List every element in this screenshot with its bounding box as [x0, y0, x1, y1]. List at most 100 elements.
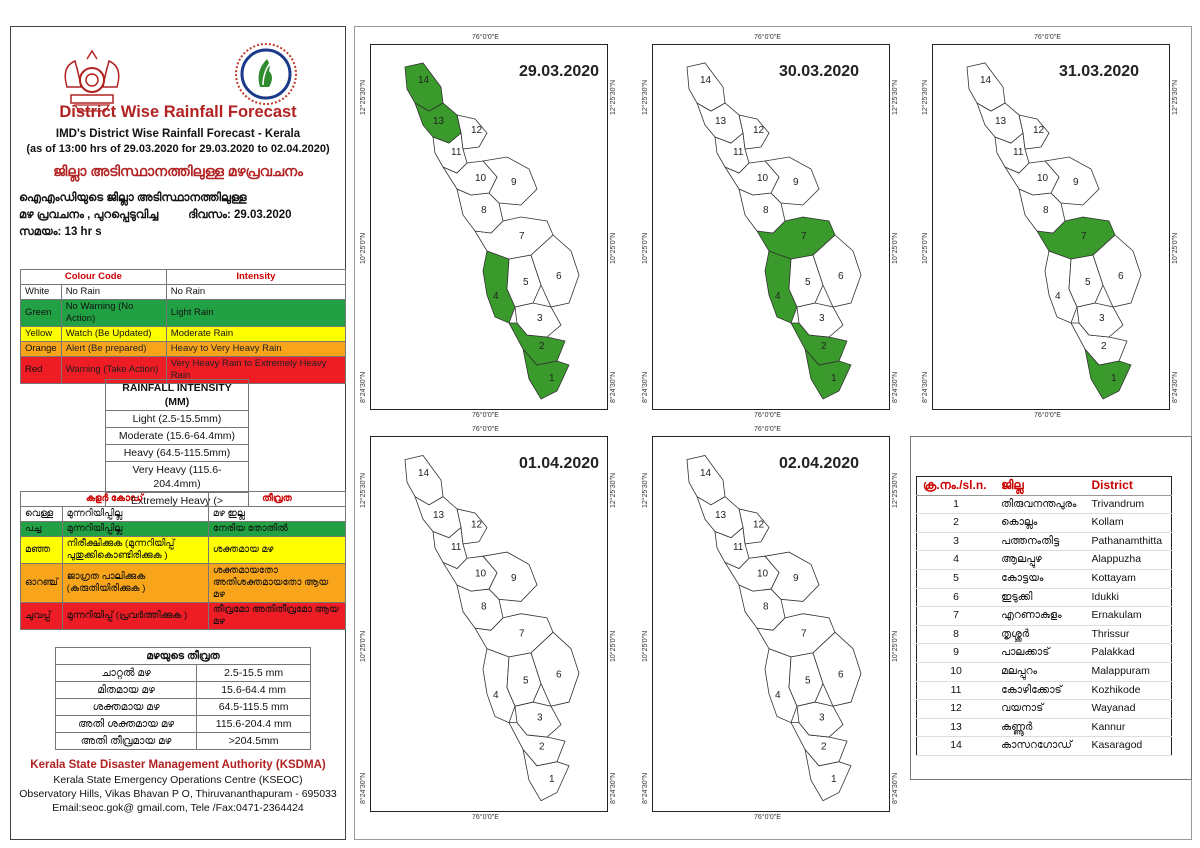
latitude-label: 12°25'30"N	[892, 473, 899, 509]
forecast-validity: (as of 13:00 hrs of 29.03.2020 for 29.03…	[26, 143, 330, 155]
district-name-en: Kozhikode	[1085, 681, 1172, 701]
latitude-label: 10°25'0"N	[360, 630, 367, 662]
rainfall-intensity-row: Moderate (15.6-64.4mm)	[105, 427, 249, 445]
kerala-emblem-logo	[64, 49, 120, 112]
district-name-en: Wayanad	[1085, 699, 1172, 719]
latitude-label: 10°25'0"N	[642, 233, 649, 265]
district-3-shape	[514, 701, 562, 738]
intensity-ml-row: അതി ശക്തമായ മഴ 115.6-204.4 mm	[54, 715, 311, 733]
intensity-ml-row: അതി തീവ്രമായ മഴ >204.5mm	[54, 732, 311, 750]
district-4-label: 4	[1055, 291, 1061, 302]
left-panel: District Wise Rainfall Forecast IMD's Di…	[10, 26, 347, 840]
district-sl: 10	[916, 662, 996, 682]
district-sl: 14	[916, 736, 996, 756]
district-name-ml: പത്തനംതിട്ട	[995, 532, 1086, 552]
longitude-label: 76°0'0"E	[472, 814, 499, 821]
district-1-label: 1	[549, 373, 555, 384]
district-6-shape	[530, 234, 580, 308]
district-table-header-sl: ക്ര.നം./sl.n.	[916, 476, 996, 496]
colour-code-ml-cell-code: മുന്നറിയിപ്പ് (പ്രവർത്തിക്കുക )	[61, 602, 209, 630]
district-table-header-en: District	[1085, 476, 1172, 496]
district-14-label: 14	[700, 468, 711, 479]
intensity-ml-row: ചാറ്റൽ മഴ 2.5-15.5 mm	[54, 664, 311, 682]
district-name-en: Trivandrum	[1085, 495, 1172, 515]
district-1-label: 1	[831, 373, 837, 384]
latitude-label: 10°25'0"N	[1172, 233, 1179, 265]
colour-code-ml-cell-code: മുന്നറിയിപ്പില്ല	[61, 506, 209, 522]
district-sl: 11	[916, 681, 996, 701]
district-7-label: 7	[519, 231, 525, 242]
colour-code-cell-intensity: No Rain	[165, 284, 347, 300]
district-name-ml: ആലപ്പുഴ	[995, 550, 1086, 570]
district-2-label: 2	[821, 741, 827, 752]
longitude-label: 76°0'0"E	[1034, 34, 1061, 41]
district-3-label: 3	[819, 313, 825, 324]
latitude-label: 8°24'30"N	[892, 772, 899, 804]
colour-code-ml-cell-colour: മഞ്ഞ	[20, 536, 63, 564]
district-8-label: 8	[1043, 205, 1049, 216]
district-2-label: 2	[821, 341, 827, 352]
district-6-shape	[812, 631, 862, 707]
colour-code-ml-row: ഓറഞ്ച് ജാഗ്രത പാലിക്കുക (കരുതിയിരിക്കുക )…	[20, 563, 347, 603]
rainfall-intensity-cell: Very Heavy (115.6-204.4mm)	[105, 461, 249, 493]
district-name-ml: കാസറഗോഡ്	[995, 736, 1086, 756]
district-5-label: 5	[523, 675, 529, 686]
rainfall-intensity-row: Light (2.5-15.5mm)	[105, 410, 249, 428]
colour-code-cell-code: Watch (Be Updated)	[60, 326, 167, 342]
district-2-label: 2	[1101, 341, 1107, 352]
district-name-ml: ഇടുക്കി	[995, 588, 1086, 608]
district-13-label: 13	[433, 510, 444, 521]
district-8-label: 8	[481, 205, 487, 216]
intensity-ml-row: ശക്തമായ മഴ 64.5-115.5 mm	[54, 698, 311, 716]
district-11-label: 11	[733, 147, 744, 158]
district-row: 2 കൊല്ലം Kollam	[916, 513, 1172, 533]
colour-code-row: Yellow Watch (Be Updated) Moderate Rain	[20, 326, 347, 342]
district-6-shape	[530, 631, 580, 707]
map-date: 30.03.2020	[779, 63, 860, 80]
footer-line-3: Email:seoc.gok@ gmail.com, Tele /Fax:047…	[52, 802, 304, 814]
latitude-label: 8°24'30"N	[610, 772, 617, 804]
latitude-label: 10°25'0"N	[892, 630, 899, 662]
page-title-malayalam: ജില്ലാ അടിസ്ഥാനത്തിലുള്ള മഴപ്രവചനം	[53, 163, 303, 179]
longitude-label: 76°0'0"E	[472, 34, 499, 41]
district-13-label: 13	[715, 116, 727, 127]
longitude-label: 76°0'0"E	[472, 412, 499, 419]
colour-code-ml-row: ചുവപ്പ് മുന്നറിയിപ്പ് (പ്രവർത്തിക്കുക ) തീ…	[20, 602, 347, 630]
colour-code-ml-cell-intensity: ശക്തമായ മഴ	[207, 536, 347, 564]
district-9-label: 9	[1073, 177, 1079, 188]
district-11-label: 11	[451, 542, 462, 553]
district-name-en: Ernakulam	[1085, 606, 1172, 626]
intensity-table-malayalam: മഴയുടെ തീവ്രത ചാറ്റൽ മഴ 2.5-15.5 mm മിതമായ…	[54, 647, 311, 750]
district-14-shape	[404, 62, 444, 112]
district-sl: 7	[916, 606, 996, 626]
latitude-label: 10°25'0"N	[922, 233, 929, 265]
district-10-label: 10	[1037, 173, 1049, 184]
intensity-ml-label: മിതമായ മഴ	[54, 681, 198, 699]
district-sl: 4	[916, 550, 996, 570]
district-9-label: 9	[793, 177, 799, 188]
colour-code-ml-row: മഞ്ഞ നിരീക്ഷിക്കുക (മുന്നറിയിപ്പ് പുതുക്ക…	[20, 536, 347, 564]
colour-code-row: Orange Alert (Be prepared) Heavy to Very H…	[20, 341, 347, 357]
district-name-ml: കണ്ണൂർ	[995, 718, 1086, 738]
district-name-ml: പാലക്കാട്	[995, 643, 1086, 663]
longitude-label: 76°0'0"E	[754, 34, 781, 41]
district-6-label: 6	[838, 669, 844, 680]
district-1-label: 1	[831, 774, 837, 785]
district-12-label: 12	[1033, 125, 1045, 136]
district-14-label: 14	[418, 468, 429, 479]
district-3-shape	[796, 302, 844, 338]
latitude-label: 10°25'0"N	[642, 630, 649, 662]
district-name-ml: കോട്ടയം	[995, 569, 1086, 589]
colour-code-ml-cell-intensity: മഴ ഇല്ല	[207, 506, 347, 522]
district-14-shape	[686, 455, 726, 506]
intro-line-2: മഴ പ്രവചനം , പുറപ്പെടുവിച്ച ദിവസം: 29.03.…	[19, 209, 292, 221]
footer-org: Kerala State Disaster Management Authori…	[30, 759, 326, 771]
district-name-ml: തിരുവനന്തപുരം	[995, 495, 1086, 515]
colour-code-header: Colour Code	[20, 269, 167, 285]
ksdma-logo	[235, 43, 297, 105]
forecast-map-3: 1 2 3 4 5 6 7 8 9 10 11 12 13 14 31.03.2020	[932, 44, 1170, 410]
latitude-label: 8°24'30"N	[360, 772, 367, 804]
latitude-label: 8°24'30"N	[642, 371, 649, 403]
forecast-map-2: 1 2 3 4 5 6 7 8 9 10 11 12 13 14 30.03.2020	[652, 44, 890, 410]
